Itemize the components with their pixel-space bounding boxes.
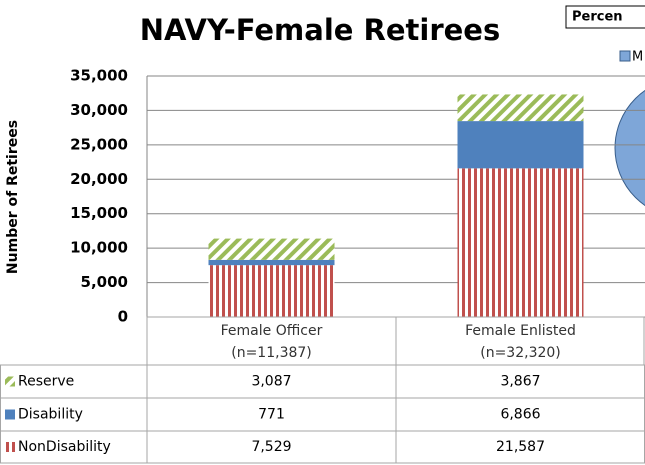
inset-title-box <box>565 5 645 29</box>
inset-legend-key <box>619 50 631 62</box>
bar-segment <box>457 121 584 169</box>
table-value: 3,867 <box>500 374 540 390</box>
legend-label: Disability <box>18 407 83 423</box>
bar-segment <box>457 168 584 317</box>
y-axis-label: Number of Retirees <box>5 120 21 274</box>
x-tick-label: (n=32,320) <box>480 345 561 361</box>
legend-key <box>5 376 15 387</box>
y-tick-label: 35,000 <box>70 67 128 85</box>
x-tick-label: Female Officer <box>221 323 323 339</box>
inset-title: Percen <box>572 10 623 25</box>
y-tick-label: 0 <box>118 308 128 326</box>
y-tick-label: 10,000 <box>70 239 128 257</box>
x-tick-label: (n=11,387) <box>231 345 312 361</box>
x-tick-label: Female Enlisted <box>465 323 576 339</box>
table-cell <box>0 364 645 399</box>
y-tick-label: 15,000 <box>70 204 128 222</box>
y-tick-label: 25,000 <box>70 135 128 153</box>
inset-pie <box>614 89 645 207</box>
y-tick-label: 20,000 <box>70 170 128 188</box>
table-value: 771 <box>258 407 285 423</box>
table-cell <box>0 397 645 432</box>
table-value: 6,866 <box>500 407 540 423</box>
y-tick-label: 30,000 <box>70 101 128 119</box>
legend-key <box>5 409 15 420</box>
bar-segment <box>208 265 335 317</box>
bar-segment <box>208 259 335 266</box>
y-tick-label: 5,000 <box>81 273 128 291</box>
inset-legend: M <box>632 50 643 65</box>
table-value: 3,087 <box>251 374 291 390</box>
legend-key <box>5 442 15 452</box>
chart-title: NAVY-Female Retirees <box>140 13 500 47</box>
legend-label: NonDisability <box>18 439 111 455</box>
table-value: 7,529 <box>251 439 291 455</box>
bar-segment <box>457 94 584 122</box>
table-value: 21,587 <box>496 439 545 455</box>
bar-segment <box>208 238 335 260</box>
legend-label: Reserve <box>18 374 74 390</box>
